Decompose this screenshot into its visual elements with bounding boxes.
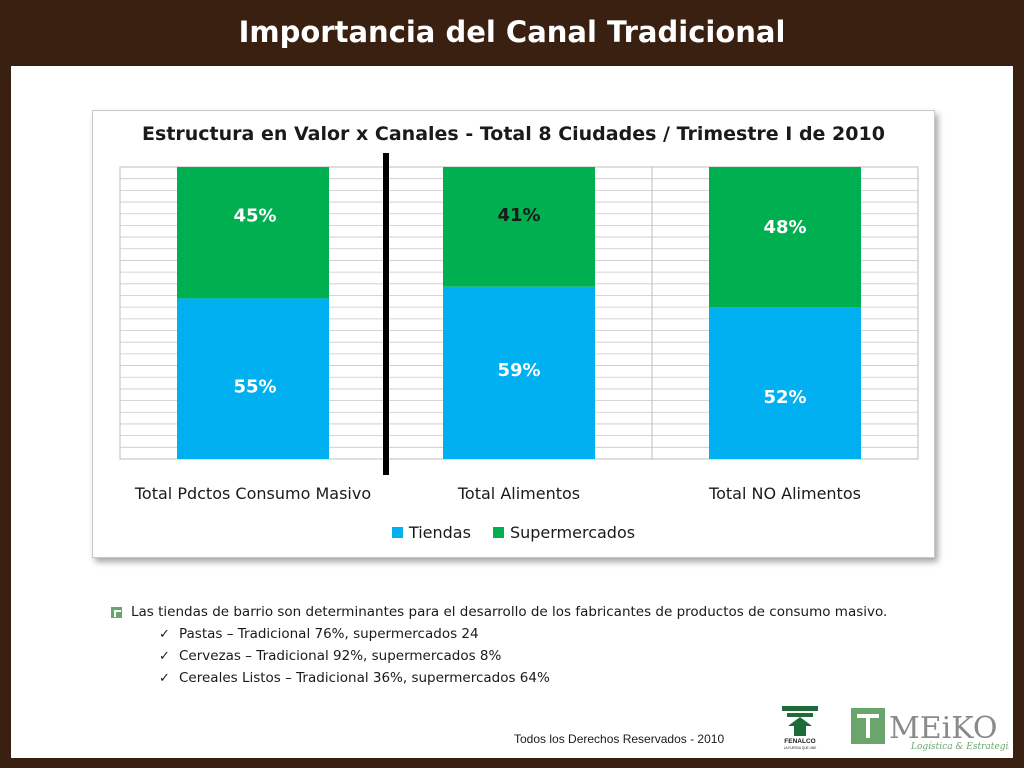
meiko-logo-icon: MEiKO Logística & Estrategia: [851, 708, 1009, 752]
legend-swatch-supermercados: [492, 527, 504, 538]
data-label: 59%: [497, 360, 540, 381]
fenalco-logo-text: FENALCO: [784, 738, 815, 745]
bullet-square-icon: [111, 606, 122, 618]
category-label: Total Pdctos Consumo Masivo: [134, 484, 371, 503]
separator-line: [383, 153, 389, 475]
bullet-main: Las tiendas de barrio son determinantes …: [111, 604, 991, 620]
footer-copyright: Todos los Derechos Reservados - 2010: [514, 732, 725, 746]
legend-item-supermercados: Supermercados: [492, 523, 636, 542]
legend-item-tiendas: Tiendas: [391, 523, 471, 542]
data-label: 45%: [233, 206, 276, 227]
bullet-list: Las tiendas de barrio son determinantes …: [111, 604, 991, 692]
bar-tiendas: [177, 298, 329, 459]
legend-label-tiendas: Tiendas: [408, 523, 471, 542]
sub-bullet-item: ✓ Cereales Listos – Tradicional 36%, sup…: [159, 670, 991, 686]
sub-bullet-item: ✓ Pastas – Tradicional 76%, supermercado…: [159, 626, 991, 642]
data-label: 48%: [763, 217, 806, 238]
bar-tiendas: [709, 307, 861, 459]
sub-bullet-item: ✓ Cervezas – Tradicional 92%, supermerca…: [159, 648, 991, 664]
slide-content: Estructura en Valor x Canales - Total 8 …: [11, 66, 1013, 758]
bar-supermercados: [709, 167, 861, 308]
checkmark-icon: ✓: [159, 670, 170, 686]
stacked-bar-chart: 55% 45% Total Pdctos Consumo Masivo 59% 41% T…: [119, 153, 919, 503]
data-label: 52%: [763, 387, 806, 408]
meiko-logo-tagline: Logística & Estrategia: [910, 741, 1009, 752]
sub-bullet-text: Pastas – Tradicional 76%, supermercados …: [179, 626, 479, 642]
sub-bullet-list: ✓ Pastas – Tradicional 76%, supermercado…: [159, 626, 991, 686]
fenalco-logo-tagline: LA FUERZA QUE UNE: [784, 746, 817, 750]
category-label: Total NO Alimentos: [708, 484, 861, 503]
checkmark-icon: ✓: [159, 648, 170, 664]
bar-tiendas: [443, 286, 595, 459]
slide-title: Importancia del Canal Tradicional: [238, 15, 786, 49]
sub-bullet-text: Cervezas – Tradicional 92%, supermercado…: [179, 648, 502, 664]
category-label: Total Alimentos: [457, 484, 580, 503]
meiko-logo-text: MEiKO: [889, 711, 997, 746]
data-label: 55%: [233, 377, 276, 398]
checkmark-icon: ✓: [159, 626, 170, 642]
data-label: 41%: [497, 205, 540, 226]
chart-legend: Tiendas Supermercados: [93, 523, 934, 542]
fenalco-logo-icon: FENALCO LA FUERZA QUE UNE: [782, 706, 818, 750]
bar-supermercados: [177, 167, 329, 299]
bullet-main-text: Las tiendas de barrio son determinantes …: [131, 604, 888, 620]
chart-title: Estructura en Valor x Canales - Total 8 …: [142, 123, 885, 145]
legend-label-supermercados: Supermercados: [509, 523, 636, 542]
legend-swatch-tiendas: [391, 527, 403, 538]
bar-supermercados: [443, 167, 595, 287]
sub-bullet-text: Cereales Listos – Tradicional 36%, super…: [179, 670, 550, 686]
chart-container: Estructura en Valor x Canales - Total 8 …: [92, 110, 935, 558]
